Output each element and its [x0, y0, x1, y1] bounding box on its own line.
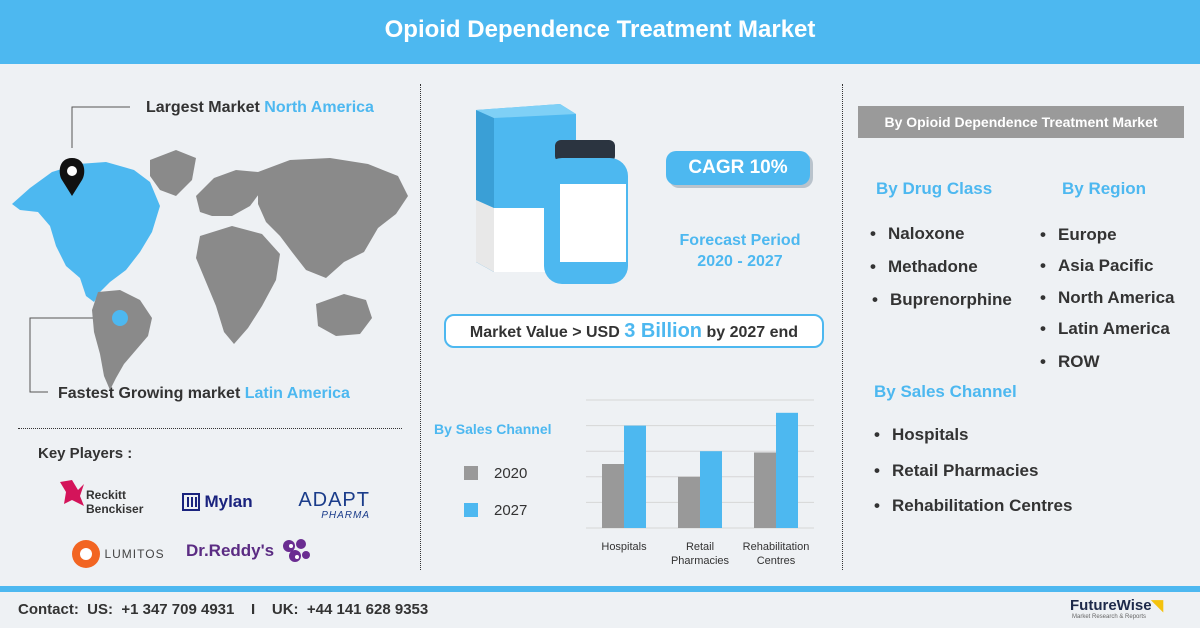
- drug-class-heading: By Drug Class: [876, 179, 993, 198]
- brand-name: FutureWise◥: [1070, 597, 1164, 614]
- header-bar: Opioid Dependence Treatment Market: [0, 0, 1200, 64]
- sales-channel-heading: By Sales Channel: [874, 382, 1017, 401]
- futurewise-logo: FutureWise◥ Market Research & Reports: [1070, 596, 1190, 620]
- category-label-0: Hospitals: [601, 541, 647, 553]
- reckitt-logo-icon: [60, 480, 84, 506]
- footer-divider: [0, 586, 1200, 592]
- category-label-2: Centres: [757, 555, 796, 567]
- lumitos-logo-icon: [72, 540, 100, 568]
- category-label-2: Rehabilitation: [743, 541, 810, 553]
- world-map: [12, 106, 408, 393]
- logo-dr-reddys: Dr.Reddy's: [186, 536, 311, 568]
- region-heading: By Region: [1062, 179, 1147, 198]
- sales-channel-item: Hospitals: [874, 425, 969, 445]
- key-players-heading: Key Players :: [38, 445, 133, 462]
- drug-class-item: Methadone: [870, 257, 978, 277]
- region-item: Latin America: [1040, 319, 1170, 339]
- bar-2027-0: [624, 425, 646, 528]
- drug-class-item: Naloxone: [870, 224, 965, 244]
- largest-market-value: North America: [264, 99, 374, 116]
- logo-reckitt-benckiser: Reckitt Benckiser: [58, 476, 158, 520]
- bar-2020-0: [602, 464, 624, 528]
- forecast-period: Forecast Period 2020 - 2027: [679, 232, 801, 270]
- divider-right: [842, 84, 843, 570]
- greenland-shape: [150, 150, 196, 196]
- category-label-1: Retail: [686, 541, 714, 553]
- chart-title: By Sales Channel: [434, 421, 552, 437]
- sales-channel-bar-chart: Hospitals Retail Pharmacies Rehabilitation C…: [586, 399, 814, 567]
- north-america-shape: [12, 162, 160, 302]
- page-title: Opioid Dependence Treatment Market: [384, 16, 816, 43]
- contact-info: Contact: US: +1 347 709 4931 I UK: +44 1…: [18, 601, 429, 618]
- segments-title-box: By Opioid Dependence Treatment Market: [858, 106, 1184, 138]
- mylan-logo-icon: [182, 493, 200, 511]
- australia-shape: [316, 294, 372, 336]
- sales-channel-item: Retail Pharmacies: [874, 461, 1038, 481]
- latin-america-dot: [112, 310, 128, 326]
- legend-label-2027: 2027: [494, 502, 528, 519]
- region-item: Asia Pacific: [1040, 256, 1153, 276]
- logo-adapt-pharma: ADAPT PHARMA: [298, 489, 370, 521]
- dr-reddys-logo-icon: [282, 539, 310, 562]
- region-item: Europe: [1040, 225, 1117, 245]
- region-item: ROW: [1040, 352, 1100, 372]
- region-item: North America: [1040, 288, 1175, 308]
- bar-2027-2: [776, 412, 798, 528]
- divider-key-players: [18, 428, 402, 429]
- logo-lumitos: LUMITOS: [72, 540, 165, 572]
- bar-2020-2: [754, 452, 776, 528]
- bar-2020-1: [678, 476, 700, 528]
- south-america-shape: [92, 290, 152, 390]
- brand-tagline: Market Research & Reports: [1072, 614, 1147, 620]
- callout-line-north-america: [71, 106, 130, 148]
- market-value-amount: 3 Billion: [624, 320, 703, 342]
- legend-swatch-2020: [464, 466, 478, 480]
- callout-line-latin-america: [29, 317, 118, 393]
- legend-swatch-2027: [464, 503, 478, 517]
- africa-shape: [196, 226, 280, 344]
- sales-channel-item: Rehabilitation Centres: [874, 496, 1072, 516]
- asia-shape: [258, 158, 408, 278]
- logo-mylan: Mylan: [182, 492, 253, 516]
- largest-market-label: Largest Market North America: [146, 99, 374, 116]
- cagr-badge: CAGR 10%: [666, 151, 810, 185]
- drug-class-item: Buprenorphine: [872, 290, 1012, 310]
- map-pin-icon: [59, 158, 85, 196]
- market-value-box: Market Value > USD 3 Billion by 2027 end: [444, 314, 824, 348]
- category-label-1: Pharmacies: [671, 555, 730, 567]
- medicine-box-and-bottle: [476, 104, 628, 284]
- europe-shape: [196, 170, 262, 216]
- fastest-market-value: Latin America: [244, 385, 350, 402]
- divider-left: [420, 84, 421, 570]
- legend-label-2020: 2020: [494, 465, 528, 482]
- bar-2027-1: [700, 451, 722, 528]
- fastest-market-label: Fastest Growing market Latin America: [58, 385, 350, 402]
- brand-mark-icon: ◥: [1151, 597, 1164, 614]
